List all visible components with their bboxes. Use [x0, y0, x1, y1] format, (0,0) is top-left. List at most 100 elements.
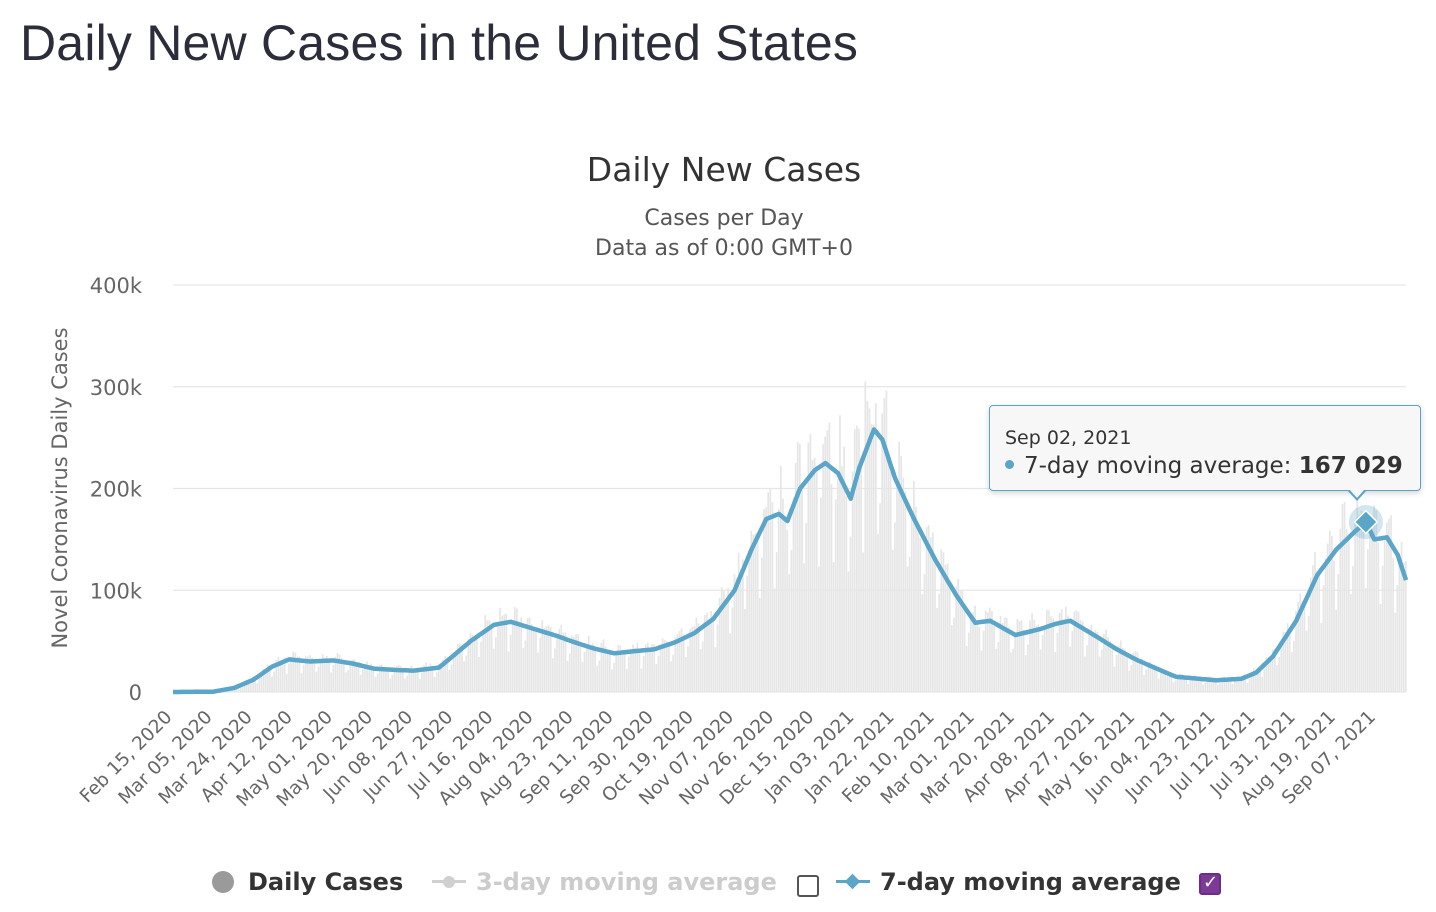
daily-case-bar [1299, 593, 1302, 692]
daily-case-bar [505, 613, 508, 692]
checkbox-3-day-average[interactable] [797, 875, 819, 897]
legend-label-3-day-average: 3-day moving average [476, 868, 777, 896]
daily-case-bar [317, 666, 320, 692]
daily-case-bar [323, 657, 326, 692]
daily-case-bar [1145, 669, 1147, 692]
checkbox-7-day-average[interactable]: ✓ [1199, 872, 1221, 895]
seven-day-average-line [172, 427, 1409, 695]
daily-case-bar [311, 657, 313, 692]
daily-case-bar [1174, 680, 1177, 692]
daily-case-bar [1223, 676, 1226, 692]
daily-case-bar [623, 649, 626, 692]
daily-case-bar [1126, 653, 1128, 692]
daily-case-bar [319, 659, 322, 692]
daily-case-bar [366, 661, 368, 692]
daily-case-bar [378, 664, 381, 692]
tooltip: Sep 02, 2021 7-day moving average: 167 0… [989, 405, 1421, 501]
seven-day-average-series [172, 427, 1409, 695]
daily-case-bar [435, 672, 438, 692]
daily-case-bar [784, 517, 786, 692]
legend-item-daily-cases[interactable]: Daily Cases [212, 864, 403, 900]
daily-case-bar [1274, 648, 1276, 692]
daily-case-bar [843, 446, 846, 692]
daily-case-bar [1195, 677, 1198, 692]
daily-case-bar [596, 665, 599, 692]
daily-case-bar [636, 642, 639, 692]
tooltip-value: 167 029 [1298, 453, 1403, 479]
daily-case-bar [266, 664, 269, 692]
daily-case-bar [1392, 558, 1394, 692]
daily-case-bar [245, 680, 248, 692]
daily-case-bar [948, 584, 951, 692]
daily-case-bar [1105, 629, 1107, 692]
daily-case-bar [834, 499, 837, 692]
y-tick-label: 400k [90, 274, 143, 298]
daily-case-bar [408, 668, 411, 692]
chart-title: Daily New Cases [587, 150, 861, 189]
daily-case-bar [1305, 630, 1308, 692]
daily-case-bar [516, 608, 518, 692]
daily-case-bar [982, 630, 985, 692]
daily-case-bar [818, 566, 820, 692]
daily-case-bar [706, 612, 708, 692]
daily-case-bar [1138, 659, 1141, 692]
daily-case-bar [640, 668, 643, 692]
daily-case-bar [541, 620, 544, 692]
daily-case-bar [771, 502, 774, 692]
daily-case-bar [471, 634, 474, 692]
daily-case-bar [813, 457, 816, 692]
daily-case-bar [1322, 585, 1325, 692]
daily-case-bar [638, 651, 641, 692]
daily-case-bar [1204, 682, 1207, 692]
daily-case-bar [387, 666, 390, 692]
daily-case-bar [526, 618, 529, 692]
daily-case-bar [769, 488, 772, 692]
daily-case-bar [919, 537, 922, 692]
legend-item-3-day-average[interactable]: 3-day moving average [432, 864, 777, 900]
daily-case-bar [577, 634, 580, 692]
daily-case-bar [881, 413, 884, 692]
daily-case-bar [773, 588, 776, 692]
daily-case-bar [520, 617, 523, 692]
legend-item-7-day-average[interactable]: 7-day moving average [836, 864, 1181, 900]
daily-case-bar [494, 637, 497, 692]
daily-case-bar [997, 641, 1000, 692]
daily-case-bar [473, 637, 476, 692]
daily-case-bar [1010, 652, 1012, 692]
daily-case-bar [1060, 609, 1063, 692]
daily-case-bar [1396, 585, 1399, 692]
daily-case-bar [851, 471, 854, 692]
daily-case-bar [376, 673, 379, 692]
daily-case-bar [1385, 522, 1388, 692]
highlight-point[interactable] [1348, 505, 1383, 540]
daily-case-bar [450, 664, 453, 692]
daily-case-bar [1081, 621, 1084, 692]
daily-case-bar [418, 678, 421, 692]
highlight-diamond-marker[interactable] [1353, 509, 1379, 535]
daily-case-bar [718, 597, 721, 692]
daily-case-bar [606, 650, 609, 692]
daily-case-bar [587, 635, 590, 692]
daily-case-bar [321, 653, 324, 692]
daily-case-bar [735, 577, 738, 692]
daily-case-bar [1375, 510, 1378, 692]
daily-case-bar [273, 671, 275, 692]
daily-case-bar [1206, 679, 1209, 692]
daily-case-bar [478, 656, 480, 692]
daily-case-bar [269, 669, 271, 692]
daily-case-bar [1136, 652, 1139, 692]
daily-case-bar [866, 400, 869, 692]
daily-case-bar [560, 624, 563, 692]
daily-case-bar [792, 497, 795, 692]
daily-case-bar [1364, 588, 1367, 692]
daily-case-bar [423, 665, 425, 692]
daily-case-bar [699, 649, 702, 692]
daily-case-bar [302, 664, 305, 692]
daily-case-bar [862, 552, 865, 692]
daily-case-bar [1301, 600, 1304, 692]
daily-case-bar [1067, 615, 1069, 692]
daily-case-bar [1181, 674, 1183, 692]
diamond-line-icon [836, 872, 870, 892]
daily-case-bar [839, 415, 841, 692]
